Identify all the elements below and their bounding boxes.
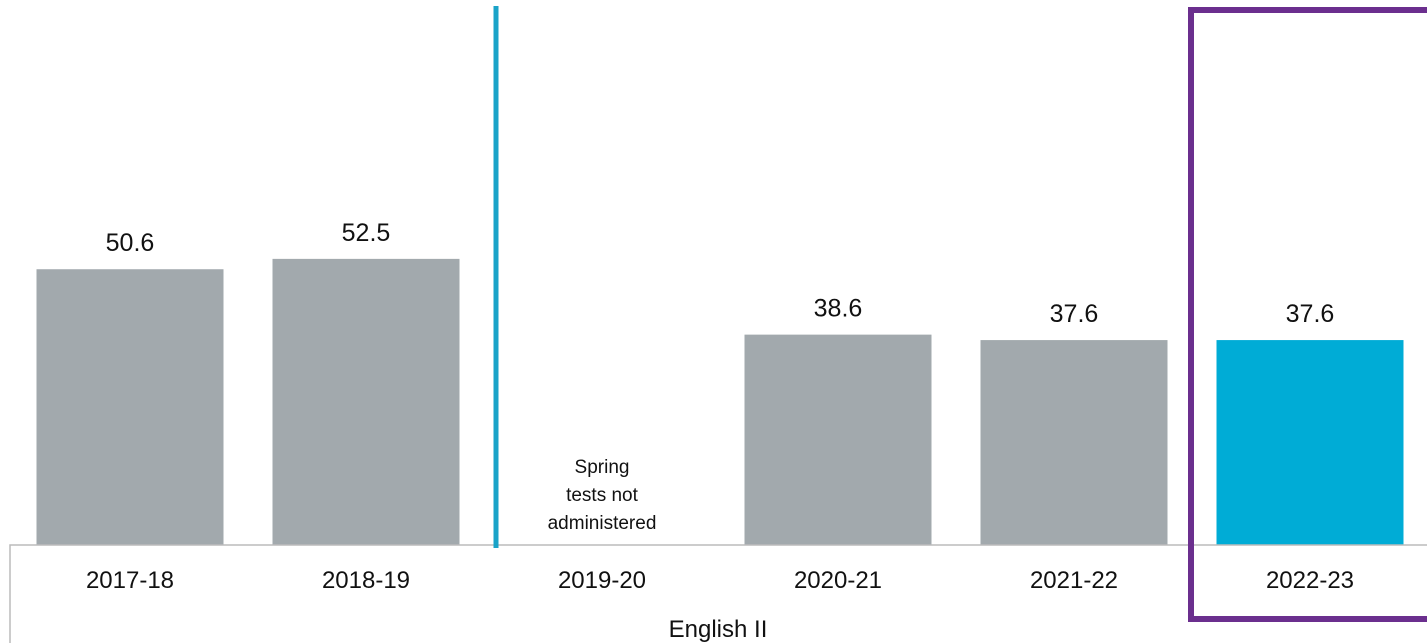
- annotation-line-3: administered: [548, 513, 657, 534]
- highlight-box: [1188, 7, 1427, 622]
- annotation-line-2: tests not: [566, 485, 639, 506]
- bar-2017-18: [36, 269, 224, 545]
- bars-group: [36, 258, 1404, 545]
- data-label-2022-23: 37.6: [1286, 300, 1335, 328]
- bar-2018-19: [272, 258, 460, 545]
- tick-labels-group: 2017-18 2018-19 2019-20 2020-21 2021-22 2022-…: [86, 567, 1354, 594]
- tick-label-2018-19: 2018-19: [322, 567, 410, 594]
- category-axis-box: [9, 544, 1427, 643]
- data-label-2017-18: 50.6: [106, 229, 155, 257]
- tick-label-2017-18: 2017-18: [86, 567, 174, 594]
- tick-label-2020-21: 2020-21: [794, 567, 882, 594]
- bar-2022-23: [1216, 340, 1404, 545]
- tick-label-2022-23: 2022-23: [1266, 567, 1354, 594]
- annotation-line-1: Spring: [575, 457, 630, 478]
- value-labels-group: 50.6 52.5 38.6 37.6 37.6: [106, 219, 1335, 328]
- data-label-2018-19: 52.5: [342, 219, 391, 247]
- bar-2020-21: [744, 334, 932, 545]
- bar-2021-22: [980, 340, 1168, 545]
- x-axis-label: English II: [669, 616, 768, 643]
- tick-label-2019-20: 2019-20: [558, 567, 646, 594]
- data-label-2020-21: 38.6: [814, 295, 863, 323]
- tick-label-2021-22: 2021-22: [1030, 567, 1118, 594]
- data-label-2021-22: 37.6: [1050, 300, 1099, 328]
- annotations-group: Spring tests not administered: [548, 457, 657, 534]
